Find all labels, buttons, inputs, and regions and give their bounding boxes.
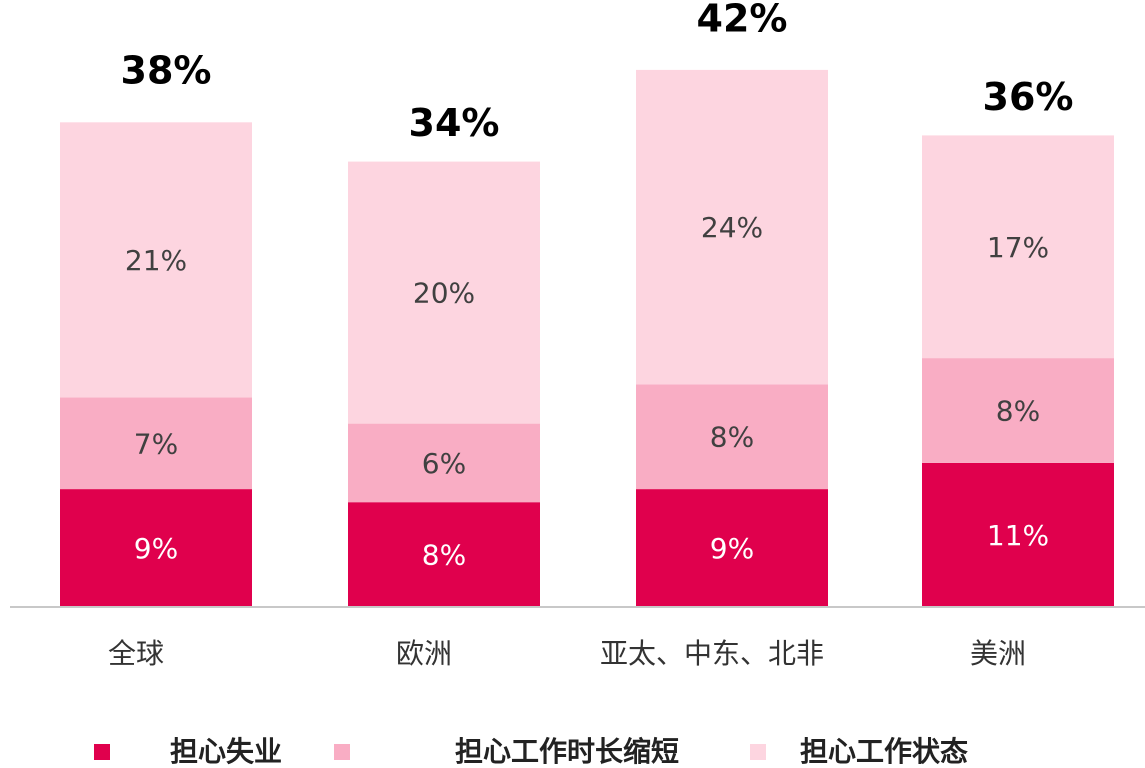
legend-label: 担心工作状态 — [800, 735, 968, 768]
data-label: 8% — [422, 539, 466, 572]
x-tick-label: 美洲 — [970, 637, 1026, 670]
bar-segment — [922, 135, 1114, 359]
legend-swatch — [334, 744, 350, 760]
bar-segment — [636, 489, 828, 607]
data-label: 24% — [701, 211, 763, 244]
data-label: 20% — [413, 277, 475, 310]
data-label: 8% — [710, 421, 754, 454]
bar-segment — [348, 502, 540, 607]
total-label: 42% — [697, 0, 788, 40]
data-label: 9% — [134, 532, 178, 565]
data-label: 8% — [996, 395, 1040, 428]
data-label: 21% — [125, 244, 187, 277]
bar-segment — [922, 462, 1114, 607]
total-label: 36% — [983, 75, 1074, 119]
legend-swatch — [94, 744, 110, 760]
bar-segment — [348, 161, 540, 424]
bar-segment — [60, 489, 252, 607]
legend-label: 担心失业 — [170, 735, 282, 768]
legend-label: 担心工作时长缩短 — [455, 735, 679, 768]
total-label: 34% — [409, 101, 500, 145]
data-label: 9% — [710, 532, 754, 565]
x-tick-label: 亚太、中东、北非 — [600, 637, 824, 670]
data-label: 11% — [987, 519, 1049, 552]
bar-segment — [60, 122, 252, 398]
bar-segment — [922, 358, 1114, 463]
total-label: 38% — [121, 49, 212, 93]
bar-segment — [348, 423, 540, 503]
data-label: 17% — [987, 231, 1049, 264]
bar-segment — [636, 69, 828, 385]
bar-segment — [60, 397, 252, 490]
data-label: 7% — [134, 427, 178, 460]
x-tick-label: 全球 — [108, 637, 164, 670]
data-label: 6% — [422, 447, 466, 480]
legend-swatch — [750, 744, 766, 760]
x-tick-label: 欧洲 — [396, 637, 452, 670]
bar-segment — [636, 384, 828, 490]
